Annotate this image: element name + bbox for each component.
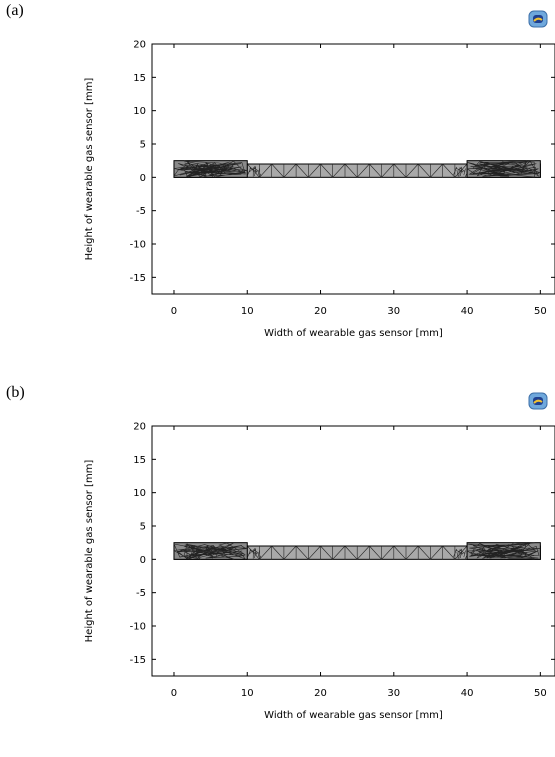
dense-mesh	[453, 160, 541, 178]
y-tick-label: 20	[133, 422, 146, 433]
panel-label: (a)	[6, 2, 24, 19]
dense-mesh	[453, 542, 541, 560]
x-tick-label: 0	[171, 688, 177, 699]
y-axis-title: Height of wearable gas sensor [mm]	[84, 460, 95, 643]
x-tick-label: 20	[314, 306, 327, 317]
x-tick-label: 10	[241, 306, 254, 317]
y-tick-label: 5	[140, 140, 146, 151]
panel-a: (a) 0 10 20 30 40 50 20 15 10 5 0 -5 -10 -15 Width of…	[0, 0, 555, 370]
x-tick-label: 50	[534, 688, 547, 699]
x-tick-label: 50	[534, 306, 547, 317]
comsol-logo-icon	[528, 392, 548, 410]
x-tick-label: 30	[387, 306, 400, 317]
y-tick-label: 0	[140, 173, 146, 184]
y-tick-label: 15	[133, 455, 146, 466]
y-axis-title: Height of wearable gas sensor [mm]	[84, 78, 95, 261]
panel-b: (b) 0 10 20 30 40 50 20 15 10 5 0 -5 -10 -15 Width of…	[0, 382, 555, 752]
y-tick-label: -15	[130, 655, 146, 666]
panel-label: (b)	[6, 384, 25, 401]
comsol-logo-icon	[528, 10, 548, 28]
plot-frame	[151, 43, 555, 295]
x-tick-label: 40	[461, 688, 474, 699]
y-tick-label: -10	[130, 240, 146, 251]
x-tick-label: 40	[461, 306, 474, 317]
dense-mesh	[173, 160, 262, 178]
y-tick-label: 5	[140, 522, 146, 533]
y-tick-label: -15	[130, 273, 146, 284]
y-tick-label: -10	[130, 622, 146, 633]
x-axis-title: Width of wearable gas sensor [mm]	[264, 710, 443, 721]
dense-mesh	[173, 542, 262, 560]
x-tick-label: 20	[314, 688, 327, 699]
y-tick-label: 10	[133, 488, 146, 499]
x-tick-label: 0	[171, 306, 177, 317]
x-tick-label: 10	[241, 688, 254, 699]
y-tick-label: -5	[136, 588, 146, 599]
y-tick-label: -5	[136, 206, 146, 217]
plot-frame	[151, 425, 555, 677]
x-tick-label: 30	[387, 688, 400, 699]
y-tick-label: 10	[133, 106, 146, 117]
y-tick-label: 20	[133, 40, 146, 51]
y-tick-label: 0	[140, 555, 146, 566]
x-axis-title: Width of wearable gas sensor [mm]	[264, 328, 443, 339]
y-tick-label: 15	[133, 73, 146, 84]
